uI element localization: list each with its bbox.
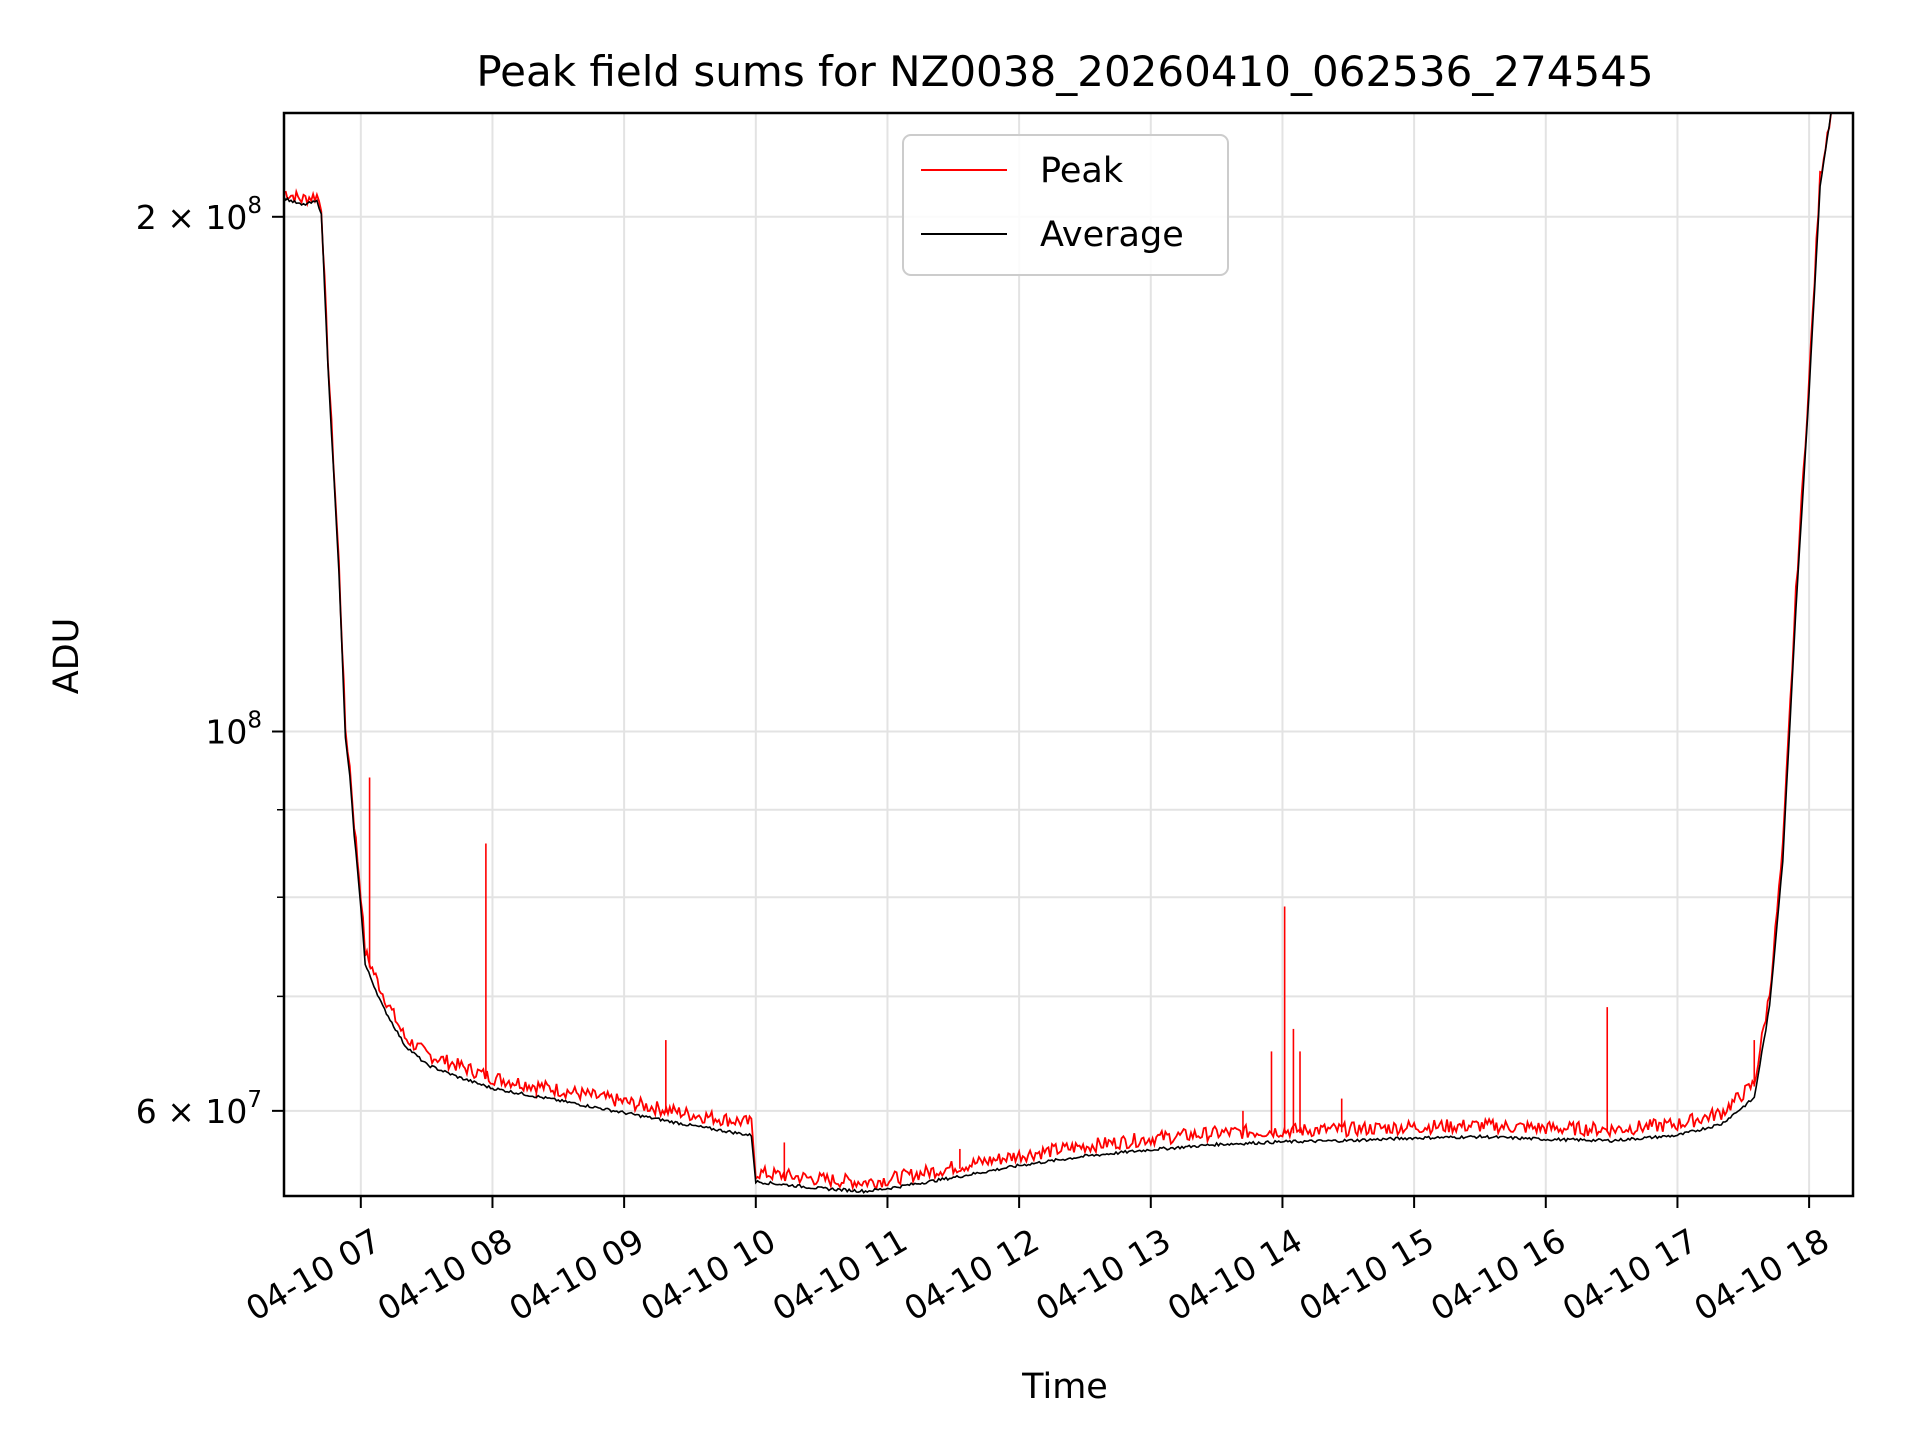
y-tick-label: 108	[205, 708, 262, 752]
grid	[284, 113, 1853, 1196]
x-tick-label: 04-10 07	[239, 1221, 387, 1329]
x-tick-label: 04-10 11	[766, 1221, 914, 1329]
legend-label-peak: Peak	[1040, 151, 1124, 191]
y-axis-label: ADU	[47, 618, 87, 695]
x-tick-label: 04-10 16	[1424, 1221, 1572, 1329]
y-axis-ticks: 6 × 107 108 2 × 108	[136, 193, 284, 1131]
legend: Peak Average	[902, 134, 1229, 276]
legend-label-average: Average	[1040, 215, 1184, 255]
x-tick-label: 04-10 15	[1293, 1221, 1441, 1329]
series-line-average	[284, 113, 1832, 1194]
x-tick-label: 04-10 13	[1029, 1221, 1177, 1329]
plot-frame	[282, 111, 1855, 1198]
chart-title: Peak field sums for NZ0038_20260410_0625…	[476, 47, 1653, 96]
x-tick-label: 04-10 12	[898, 1221, 1046, 1329]
x-tick-label: 04-10 09	[503, 1221, 651, 1329]
y-tick-label: 2 × 108	[136, 193, 262, 237]
x-axis-label: Time	[1021, 1367, 1108, 1407]
x-tick-label: 04-10 18	[1688, 1221, 1836, 1329]
x-tick-label: 04-10 14	[1161, 1221, 1309, 1329]
y-tick-label: 6 × 107	[136, 1087, 262, 1131]
series-line-peak	[284, 113, 1832, 1191]
plot-series	[284, 113, 1832, 1194]
x-tick-label: 04-10 17	[1556, 1221, 1704, 1329]
x-tick-label: 04-10 10	[634, 1221, 782, 1329]
x-tick-label: 04-10 08	[371, 1221, 519, 1329]
